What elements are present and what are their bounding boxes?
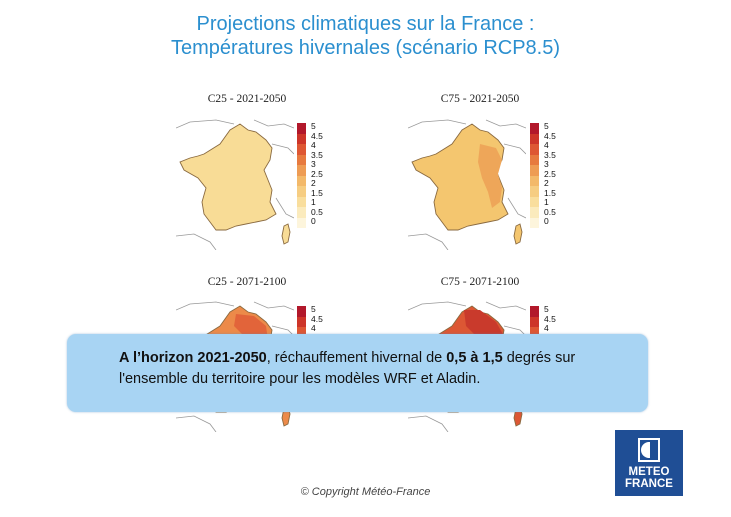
legend-tick-label: 4 xyxy=(544,323,549,334)
legend-tick-label: 5 xyxy=(311,121,316,131)
legend-swatch xyxy=(530,123,539,134)
legend-swatch xyxy=(297,123,306,134)
legend-swatch xyxy=(297,217,306,228)
slide-title-line2: Températures hivernales (scénario RCP8.5… xyxy=(170,37,561,59)
panel-title-c25-2021: C25 - 2021-2050 xyxy=(207,93,287,105)
legend-tick-label: 2 xyxy=(544,178,549,189)
legend-swatch xyxy=(297,196,306,207)
legend-swatch xyxy=(297,175,306,186)
legend-swatch xyxy=(530,217,539,228)
legend-tick-label: 3 xyxy=(311,159,316,170)
legend-swatch xyxy=(297,306,306,317)
legend-tick-label: 0.5 xyxy=(311,206,323,217)
legend-c25-2021 xyxy=(297,123,306,228)
logo-emblem-icon xyxy=(638,438,660,462)
legend-swatch xyxy=(297,186,306,197)
legend-swatch xyxy=(297,144,306,155)
legend-swatch xyxy=(530,306,539,317)
legend-tick-label: 4.5 xyxy=(544,130,556,141)
legend-swatch xyxy=(530,186,539,197)
callout-text-mid: , réchauffement hivernal de xyxy=(266,350,447,366)
legend-swatch xyxy=(297,316,306,327)
legend-c75-2021 xyxy=(530,123,539,228)
legend-swatch xyxy=(530,316,539,327)
callout-text-end: degrés sur l'ensemble du territoire pour… xyxy=(119,350,576,387)
callout-text: A l’horizon 2021-2050, réchauffement hiv… xyxy=(119,348,639,390)
slide-title-line1: Projections climatiques sur la France : xyxy=(196,13,535,35)
legend-tick-label: 0 xyxy=(544,216,549,227)
legend-tick-label: 4.5 xyxy=(311,130,323,141)
legend-tick-label: 5 xyxy=(544,304,549,314)
france-map-c75-2021 xyxy=(408,119,526,250)
legend-swatch xyxy=(297,165,306,176)
legend-swatch xyxy=(530,207,539,218)
legend-swatch xyxy=(530,196,539,207)
legend-swatch xyxy=(530,133,539,144)
legend-swatch xyxy=(297,154,306,165)
legend-tick-label: 5 xyxy=(311,304,316,314)
legend-tick-label: 4.5 xyxy=(544,313,556,324)
meteo-france-logo: METEO FRANCE xyxy=(615,430,683,496)
legend-tick-label: 3.5 xyxy=(544,149,556,160)
legend-tick-label: 1.5 xyxy=(544,187,556,198)
legend-tick-label: 4 xyxy=(311,140,316,151)
france-map-c25-2021 xyxy=(176,119,294,250)
callout-bold-range: 0,5 à 1,5 xyxy=(446,350,503,366)
legend-tick-label: 1 xyxy=(544,197,549,208)
legend-tick-label: 2.5 xyxy=(544,168,556,179)
legend-swatch xyxy=(297,133,306,144)
panel-title-c25-2071: C25 - 2071-2100 xyxy=(207,276,287,288)
copyright-notice: © Copyright Météo-France xyxy=(300,486,431,498)
legend-tick-label: 4 xyxy=(544,140,549,151)
legend-swatch xyxy=(297,207,306,218)
legend-swatch xyxy=(297,327,306,338)
legend-swatch xyxy=(530,144,539,155)
legend-swatch xyxy=(530,327,539,338)
legend-tick-label: 1 xyxy=(311,197,316,208)
legend-tick-label: 3.5 xyxy=(311,149,323,160)
logo-text-france: FRANCE xyxy=(625,478,673,490)
legend-tick-label: 4.5 xyxy=(311,313,323,324)
logo-text-meteo: METEO xyxy=(628,466,670,478)
callout-bold-horizon: A l’horizon 2021-2050 xyxy=(119,350,267,366)
legend-swatch xyxy=(530,154,539,165)
panel-title-c75-2071: C75 - 2071-2100 xyxy=(440,276,520,288)
legend-tick-label: 3 xyxy=(544,159,549,170)
callout-box: A l’horizon 2021-2050, réchauffement hiv… xyxy=(67,334,648,412)
legend-swatch xyxy=(530,175,539,186)
legend-tick-label: 0.5 xyxy=(544,206,556,217)
legend-tick-label: 4 xyxy=(311,323,316,334)
panel-title-c75-2021: C75 - 2021-2050 xyxy=(440,93,520,105)
legend-tick-label: 2 xyxy=(311,178,316,189)
legend-swatch xyxy=(530,165,539,176)
legend-tick-label: 5 xyxy=(544,121,549,131)
legend-tick-label: 0 xyxy=(311,216,316,227)
legend-tick-label: 2.5 xyxy=(311,168,323,179)
legend-tick-label: 1.5 xyxy=(311,187,323,198)
